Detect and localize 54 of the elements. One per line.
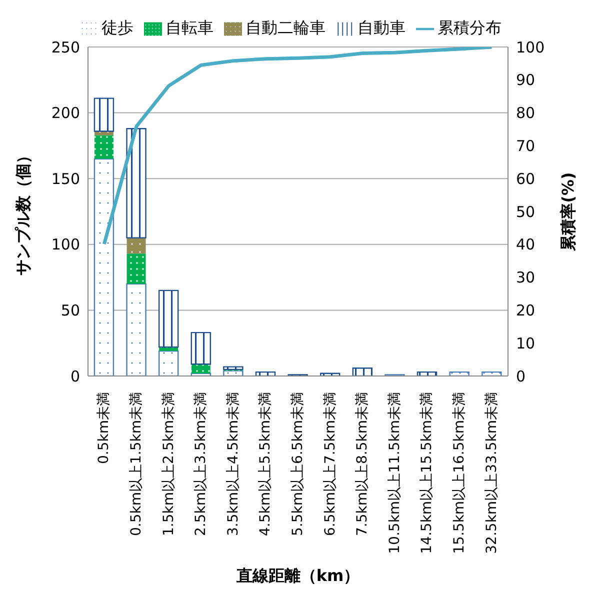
x-tick-label: 5.5km以上6.5km未満 — [290, 392, 306, 536]
bar — [94, 98, 114, 132]
y-axis-title: サンプル数（個） — [14, 148, 33, 276]
x-axis-title: 直線距離（km） — [235, 566, 360, 585]
y-tick-label: 100 — [51, 236, 80, 254]
bar — [126, 238, 146, 254]
bar — [190, 332, 211, 365]
x-tick-label: 6.5km以上7.5km未満 — [322, 392, 338, 536]
x-tick-label: 7.5km以上8.5km未満 — [354, 392, 371, 536]
x-tick-label: 3.5km以上4.5km未満 — [225, 392, 242, 536]
y-tick-label: 250 — [51, 38, 80, 56]
y-tick-label: 50 — [60, 302, 80, 320]
bar — [126, 283, 146, 376]
legend-label: 徒歩 — [102, 18, 134, 37]
y2-tick-label: 90 — [516, 71, 536, 90]
bar — [94, 158, 114, 376]
bar — [158, 290, 179, 348]
y2-tick-label: 70 — [516, 137, 536, 156]
y-tick-label: 150 — [51, 170, 80, 188]
y-tick-label: 0 — [70, 367, 80, 386]
x-tick-label: 10.5km以上11.5km未満 — [386, 392, 403, 554]
y-tick-label: 200 — [51, 104, 80, 122]
bar — [191, 364, 210, 374]
bar — [126, 128, 146, 238]
y2-tick-label: 0 — [516, 367, 526, 386]
y2-tick-label: 100 — [516, 38, 545, 56]
y2-tick-label: 50 — [516, 202, 536, 221]
bar — [352, 368, 373, 376]
y2-tick-label: 20 — [516, 302, 536, 320]
x-tick-label: 4.5km以上5.5km未満 — [258, 392, 274, 536]
x-tick-label: 1.5km以上2.5km未満 — [160, 392, 177, 536]
bar — [94, 135, 114, 159]
y2-tick-label: 40 — [516, 236, 536, 254]
legend-label: 累積分布 — [438, 18, 502, 37]
y2-tick-label: 30 — [516, 268, 536, 287]
x-tick-label: 2.5km以上3.5km未満 — [193, 392, 210, 536]
legend-label: 自動車 — [358, 18, 406, 37]
line-series — [102, 47, 494, 246]
x-tick-label: 0.5km以上1.5km未満 — [128, 392, 144, 536]
bar — [449, 371, 470, 376]
bar — [158, 350, 179, 376]
x-tick-label: 32.5km以上33.5km未満 — [484, 392, 500, 554]
bar — [482, 371, 502, 376]
y2-tick-label: 80 — [516, 104, 536, 122]
bar — [223, 366, 244, 370]
x-tick-label: 0.5km未満 — [96, 392, 112, 464]
x-tick-label: 15.5km以上16.5km未満 — [452, 392, 468, 554]
legend-label: 自動二輪車 — [246, 18, 326, 37]
x-tick-label: 14.5km以上15.5km未満 — [419, 392, 436, 554]
y2-axis-title: 累積率(%) — [558, 172, 578, 252]
y2-tick-label: 60 — [516, 170, 536, 188]
legend-label: 自転車 — [166, 18, 214, 37]
y2-tick-label: 10 — [516, 334, 536, 352]
bar — [126, 254, 146, 284]
